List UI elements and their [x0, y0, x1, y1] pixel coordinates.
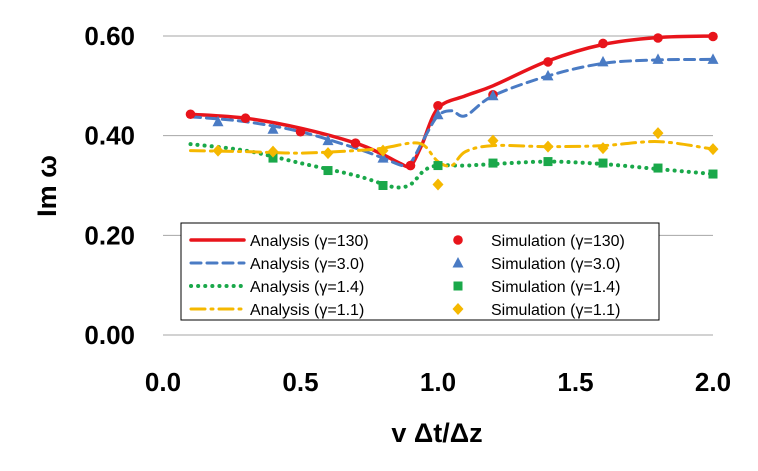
x-axis-title: v Δt/Δz: [391, 418, 482, 448]
legend-marker-simulation-3-0: [452, 257, 464, 268]
data-point-simulation-3-0: [542, 69, 554, 81]
data-point-simulation-3-0: [322, 134, 334, 146]
x-tick-label: 0.5: [282, 367, 318, 397]
data-point-simulation-1-4: [268, 153, 278, 163]
legend-label: Simulation (γ=3.0): [491, 256, 620, 273]
legend-label: Simulation (γ=1.4): [491, 279, 620, 296]
data-point-simulation-1-1: [432, 178, 444, 191]
data-point-simulation-130: [185, 109, 196, 120]
legend-label: Simulation (γ=130): [491, 233, 625, 250]
data-point-simulation-130: [653, 33, 663, 43]
data-point-simulation-3-0: [212, 115, 224, 127]
data-point-simulation-1-1: [212, 144, 224, 157]
y-tick-labels: 0.00 0.20 0.40 0.60: [84, 21, 135, 350]
legend-marker-simulation-1-1: [452, 303, 464, 315]
data-point-simulation-1-4: [378, 181, 388, 190]
data-point-simulation-1-1: [597, 142, 609, 155]
data-point-simulation-3-0: [377, 152, 389, 163]
legend: Analysis (γ=130) Analysis (γ=3.0) Analysis…: [180, 222, 660, 321]
data-point-simulation-1-1: [542, 140, 554, 153]
data-point-simulation-130: [543, 57, 553, 67]
data-point-simulation-3-0: [432, 108, 444, 120]
data-point-simulation-3-0: [597, 55, 609, 67]
legend-box: [180, 222, 660, 321]
y-axis-title: Im ω: [32, 155, 62, 217]
legend-label: Analysis (γ=1.1): [250, 302, 364, 319]
data-point-simulation-130: [433, 100, 443, 111]
series-line-analysis-3-0: [189, 57, 715, 168]
data-point-simulation-1-4: [598, 158, 608, 168]
data-point-simulation-130: [405, 160, 416, 171]
data-point-simulation-1-1: [322, 147, 334, 160]
data-point-simulation-130: [295, 126, 306, 137]
legend-label: Simulation (γ=1.1): [491, 302, 620, 319]
x-tick-label: 2.0: [695, 367, 731, 397]
legend-marker-simulation-130: [453, 235, 463, 245]
legend-label: Analysis (γ=3.0): [250, 256, 364, 273]
x-tick-label: 0.0: [145, 367, 181, 397]
series-line-analysis-1-4: [188, 142, 715, 190]
legend-label: Analysis (γ=1.4): [250, 279, 364, 296]
x-tick-label: 1.0: [420, 367, 456, 397]
data-point-simulation-1-1: [377, 144, 389, 157]
y-tick-label: 0.40: [84, 121, 135, 151]
data-point-simulation-3-0: [267, 123, 279, 134]
data-point-simulation-1-4: [543, 157, 553, 167]
data-point-simulation-3-0: [707, 53, 719, 64]
data-point-simulation-1-4: [433, 161, 443, 171]
series-line-analysis-130: [188, 34, 715, 169]
data-point-simulation-1-4: [653, 163, 663, 173]
data-point-simulation-3-0: [487, 89, 499, 101]
data-point-simulation-130: [350, 138, 361, 148]
data-point-simulation-1-4: [708, 169, 718, 179]
data-point-simulation-3-0: [652, 53, 664, 64]
data-point-simulation-1-4: [323, 166, 333, 176]
legend-marker-simulation-1-4: [453, 281, 463, 291]
data-point-simulation-130: [598, 38, 608, 49]
data-point-simulation-1-1: [652, 127, 664, 140]
y-tick-label: 0.00: [84, 320, 135, 350]
data-point-simulation-1-1: [707, 143, 719, 156]
data-point-simulation-1-1: [267, 145, 279, 158]
data-point-simulation-1-1: [487, 134, 499, 147]
y-tick-label: 0.60: [84, 21, 135, 51]
y-tick-label: 0.20: [84, 220, 135, 250]
data-point-simulation-130: [240, 113, 251, 124]
x-tick-label: 1.5: [557, 367, 593, 397]
series-markers: [185, 31, 719, 191]
legend-label: Analysis (γ=130): [250, 233, 369, 250]
series-lines: [188, 34, 715, 190]
data-point-simulation-130: [708, 31, 718, 42]
data-point-simulation-1-4: [488, 158, 498, 168]
x-tick-labels: 0.0 0.5 1.0 1.5 2.0: [145, 367, 731, 397]
